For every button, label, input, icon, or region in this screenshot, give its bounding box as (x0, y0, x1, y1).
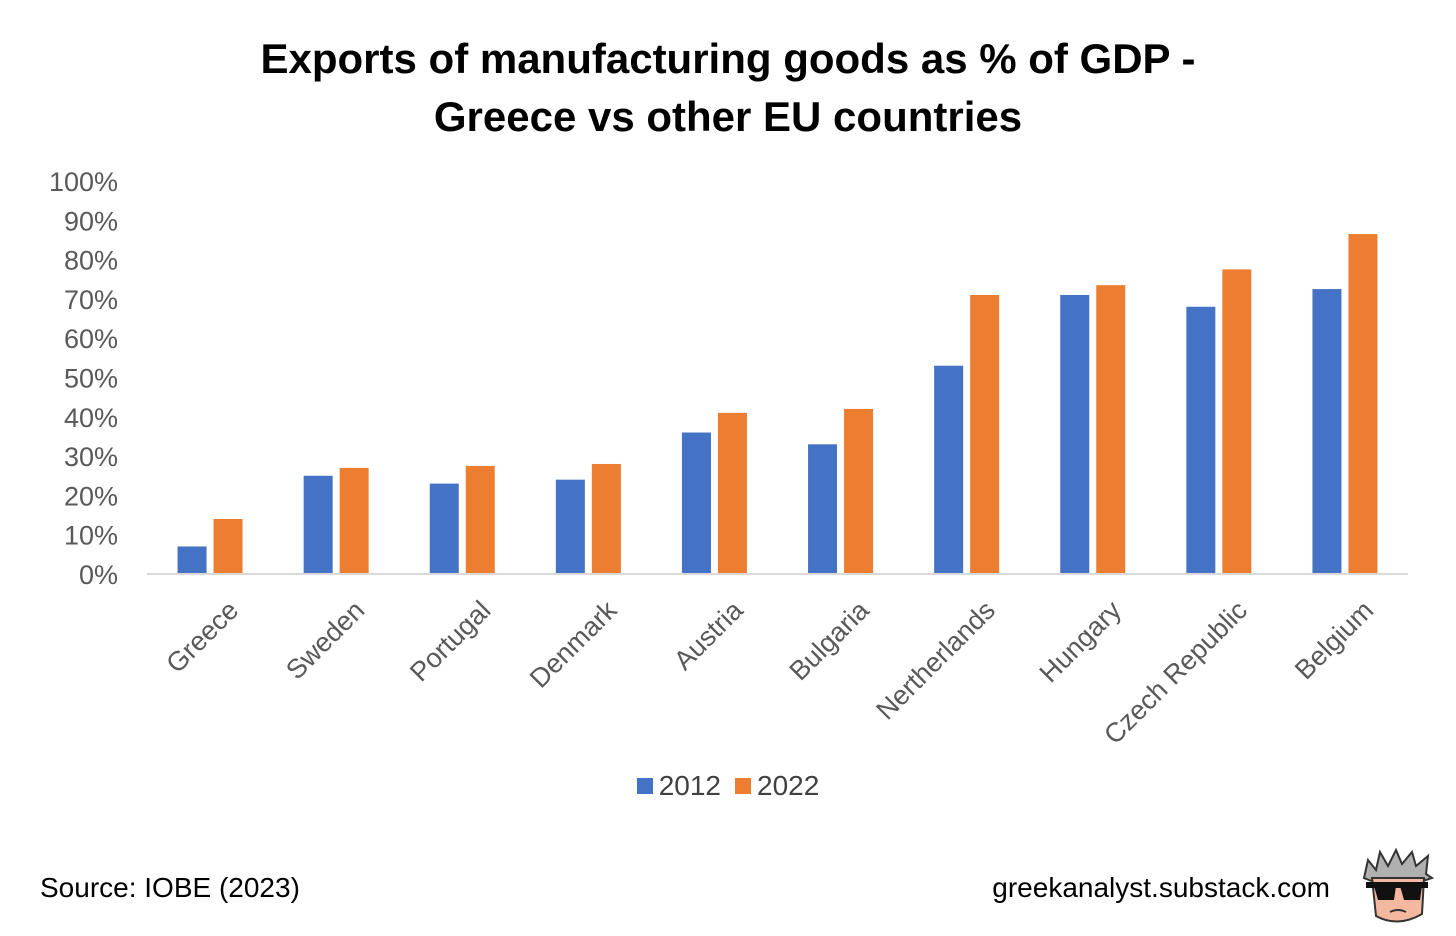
bar-2022 (465, 465, 495, 574)
y-axis-ticks: 0% 10% 20% 30% 40% 50% 60% 70% 80% 90% 100% (49, 167, 118, 590)
chart-title-line-2: Greece vs other EU countries (433, 93, 1023, 140)
bar-2012 (934, 365, 964, 574)
bar-2012 (1186, 306, 1216, 574)
bar-2012 (555, 479, 585, 574)
bar-2012 (177, 546, 207, 574)
bar-2022 (1096, 285, 1126, 574)
y-tick-label: 30% (64, 442, 118, 472)
chart-title: Exports of manufacturing goods as % of G… (0, 30, 1456, 146)
chart-title-line-1: Exports of manufacturing goods as % of G… (260, 35, 1196, 82)
x-tick-label: Portugal (404, 595, 496, 687)
legend-swatch (636, 778, 653, 794)
bar-2012 (681, 432, 711, 574)
legend-label: 2022 (757, 770, 820, 801)
site-credit: greekanalyst.substack.com (992, 872, 1330, 903)
legend-label: 2012 (658, 770, 721, 801)
bar-2022 (717, 412, 747, 574)
x-tick-label: Belgium (1289, 595, 1379, 685)
y-tick-label: 10% (64, 521, 118, 551)
bar-2012 (429, 483, 459, 574)
x-tick-label: Sweden (280, 595, 370, 685)
y-tick-label: 70% (64, 285, 118, 315)
legend: 2012 2022 (0, 770, 1456, 802)
x-tick-label: Hungary (1034, 595, 1128, 689)
bar-marks (177, 234, 1378, 574)
legend-item: 2012 (636, 770, 721, 802)
legend-swatch (735, 778, 751, 794)
x-tick-label: Nertherlands (870, 595, 1001, 726)
source-note: Source: IOBE (2023) (40, 872, 300, 903)
x-tick-label: Greece (160, 595, 244, 679)
bar-2022 (339, 467, 369, 574)
y-tick-label: 80% (64, 246, 118, 276)
y-tick-label: 60% (64, 324, 118, 354)
y-tick-label: 40% (64, 403, 118, 433)
y-tick-label: 90% (64, 206, 118, 236)
y-tick-label: 0% (79, 560, 118, 590)
bar-2012 (808, 444, 838, 574)
y-tick-label: 100% (49, 167, 118, 197)
bar-2022 (970, 294, 1000, 574)
x-axis-labels: Greece Sweden Portugal Denmark Austria Bulgar… (160, 594, 1379, 750)
bar-2022 (591, 463, 621, 574)
y-tick-label: 50% (64, 364, 118, 394)
x-tick-label: Austria (668, 594, 749, 675)
bar-2022 (213, 518, 243, 574)
bar-2022 (1222, 269, 1252, 574)
x-tick-label: Denmark (524, 595, 623, 694)
legend-item: 2022 (735, 770, 819, 802)
bar-2012 (303, 475, 333, 574)
bar-2012 (1060, 294, 1090, 574)
x-tick-label: Bulgaria (784, 594, 876, 686)
y-tick-label: 20% (64, 481, 118, 511)
bar-2012 (1312, 289, 1342, 574)
cartoon-face-sunglasses-icon (1362, 848, 1435, 923)
bar-2022 (844, 408, 874, 574)
bar-2022 (1348, 234, 1378, 574)
